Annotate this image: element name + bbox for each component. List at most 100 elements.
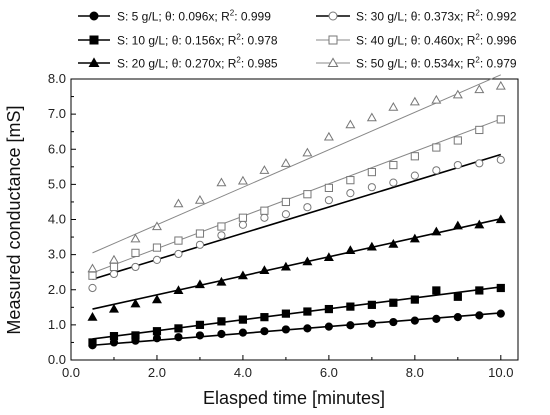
data-point (475, 125, 484, 135)
data-point (174, 249, 183, 259)
data-point (495, 214, 506, 224)
data-point (410, 316, 419, 325)
data-point (345, 119, 356, 129)
data-point (131, 262, 140, 272)
data-point (173, 285, 184, 295)
y-tick-label: 7.0 (48, 106, 66, 121)
plot-frame (70, 78, 519, 361)
data-point (367, 167, 376, 177)
data-point (323, 131, 334, 141)
y-axis-title: Measured conductance [mS] (4, 105, 24, 334)
data-point (108, 303, 119, 313)
data-point (409, 233, 420, 243)
data-point (432, 286, 441, 295)
data-point (281, 210, 291, 219)
legend-marker (328, 11, 338, 21)
data-point (388, 101, 399, 111)
y-tick-label: 1.0 (48, 317, 66, 332)
data-point (281, 325, 291, 334)
legend-label: S: 40 g/L; θ: 0.460x; R2: 0.996 (356, 33, 517, 48)
legend-marker (88, 57, 100, 67)
data-point (324, 196, 333, 205)
data-point (260, 313, 269, 322)
data-point (366, 241, 377, 251)
data-point (496, 283, 505, 293)
x-tick-label: 8.0 (406, 365, 424, 380)
data-point (238, 315, 248, 324)
data-point (452, 220, 463, 230)
data-point (280, 158, 291, 167)
data-point (453, 136, 462, 145)
data-point (475, 159, 484, 168)
y-tick-label: 2.0 (48, 282, 66, 297)
data-point (474, 219, 485, 229)
data-point (432, 143, 441, 152)
data-point (238, 328, 248, 337)
data-point (109, 332, 119, 341)
data-point (496, 115, 505, 124)
data-point (432, 314, 441, 324)
data-point (431, 226, 442, 236)
data-point (323, 252, 334, 262)
data-point (410, 295, 419, 304)
data-point (131, 331, 140, 340)
legend-label: S: 20 g/L; θ: 0.270x; R2: 0.985 (117, 56, 278, 71)
data-point (346, 189, 355, 198)
x-tick-label: 10.0 (488, 365, 513, 380)
legend-marker (89, 35, 99, 45)
data-point (108, 254, 119, 264)
data-point (302, 147, 313, 157)
legend-item: S: 20 g/L; θ: 0.270x; R2: 0.985 (78, 56, 278, 71)
data-point (495, 80, 506, 90)
data-point (237, 175, 248, 185)
data-point (453, 292, 462, 301)
legend: S: 5 g/L; θ: 0.096x; R2: 0.999 S: 10 g/L;… (78, 9, 517, 71)
data-point (109, 262, 119, 272)
data-point (346, 176, 355, 185)
data-point (366, 112, 377, 122)
data-point (259, 265, 270, 275)
legend-item: S: 40 g/L; θ: 0.460x; R2: 0.996 (316, 33, 517, 48)
data-point (389, 160, 398, 170)
legend-label: S: 30 g/L; θ: 0.373x; R2: 0.992 (356, 9, 517, 24)
data-point (281, 309, 291, 318)
data-point (496, 309, 505, 318)
data-point (474, 84, 485, 94)
data-point (452, 89, 463, 99)
data-point (281, 197, 291, 207)
data-point (453, 313, 462, 322)
x-tick-label: 4.0 (234, 365, 252, 380)
data-point (152, 334, 162, 343)
data-point (303, 203, 312, 212)
data-point (88, 283, 97, 293)
data-point (431, 94, 442, 104)
legend-label: S: 10 g/L; θ: 0.156x; R2: 0.978 (117, 33, 278, 48)
data-point (303, 190, 312, 199)
data-point (174, 324, 183, 333)
data-point (194, 279, 205, 289)
data-point (152, 327, 162, 336)
data-point (87, 263, 98, 273)
data-point (432, 166, 441, 175)
legend-item: S: 30 g/L; θ: 0.373x; R2: 0.992 (316, 9, 517, 24)
legend-item: S: 50 g/L; θ: 0.534x; R2: 0.979 (316, 56, 517, 71)
data-point (195, 229, 205, 238)
data-point (302, 256, 313, 266)
data-point (475, 286, 484, 295)
data-point (345, 245, 356, 255)
fit-line (92, 74, 502, 254)
legend-marker (89, 11, 99, 21)
data-point (237, 270, 248, 280)
data-point (410, 171, 419, 180)
data-point (174, 236, 183, 245)
data-point (152, 255, 162, 264)
legend-item: S: 10 g/L; θ: 0.156x; R2: 0.978 (78, 33, 278, 48)
data-point (195, 331, 205, 340)
y-tick-label: 8.0 (48, 71, 66, 86)
data-point (217, 329, 226, 339)
data-point (217, 231, 226, 240)
data-point (324, 322, 333, 331)
data-point (173, 198, 184, 208)
legend-item: S: 5 g/L; θ: 0.096x; R2: 0.999 (78, 9, 271, 24)
